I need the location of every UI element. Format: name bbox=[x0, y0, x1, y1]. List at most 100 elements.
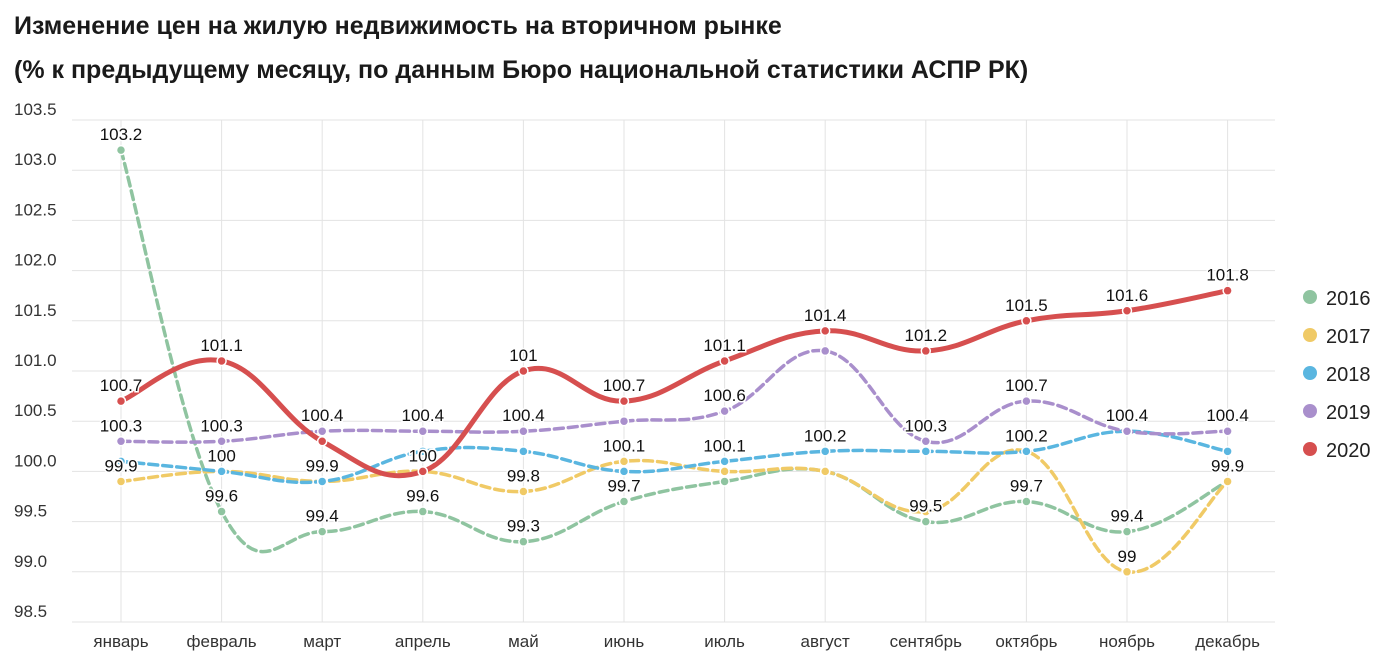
data-label-2017: 99.8 bbox=[507, 466, 540, 485]
data-point-2019 bbox=[819, 345, 831, 357]
data-point-2016 bbox=[115, 144, 127, 156]
data-point-2019 bbox=[216, 436, 227, 447]
series-line-2016 bbox=[119, 148, 1230, 554]
data-point-2019 bbox=[618, 415, 630, 427]
series-lines bbox=[118, 148, 1231, 574]
data-label-2019: 100.3 bbox=[200, 416, 243, 435]
data-point-2016 bbox=[618, 496, 630, 507]
x-tick-label: декабрь bbox=[1195, 632, 1260, 651]
data-label-2019: 100.3 bbox=[100, 416, 143, 435]
data-point-2016 bbox=[216, 506, 227, 517]
data-label-2019: 100.7 bbox=[1005, 376, 1048, 395]
data-label-2020: 101.8 bbox=[1206, 266, 1249, 285]
data-point-2020 bbox=[417, 466, 429, 477]
y-tick-label: 99.5 bbox=[14, 502, 47, 521]
data-point-2016 bbox=[719, 476, 730, 487]
data-label-2016: 99.7 bbox=[1010, 477, 1043, 496]
x-tick-label: январь bbox=[93, 632, 148, 651]
y-tick-label: 101.5 bbox=[14, 301, 57, 320]
data-label-2016: 99.4 bbox=[306, 507, 339, 526]
y-tick-label: 103.0 bbox=[14, 150, 57, 169]
x-tick-label: октябрь bbox=[995, 632, 1057, 651]
y-tick-label: 102.5 bbox=[14, 200, 57, 219]
data-point-2018 bbox=[819, 446, 831, 457]
data-point-2018 bbox=[920, 446, 932, 457]
legend-marker-2016 bbox=[1303, 290, 1317, 304]
y-tick-label: 100.0 bbox=[14, 451, 57, 470]
data-point-2019 bbox=[1121, 425, 1133, 437]
data-label-2016: 99.5 bbox=[909, 497, 942, 516]
data-label-2018: 100 bbox=[207, 446, 235, 465]
legend-marker-2018 bbox=[1303, 366, 1317, 380]
x-tick-label: август bbox=[801, 632, 850, 651]
data-label-2019: 100.4 bbox=[1106, 406, 1149, 425]
data-label-2018: 100.2 bbox=[1005, 426, 1048, 445]
data-point-2017 bbox=[719, 466, 730, 477]
data-point-2016 bbox=[1021, 496, 1032, 507]
y-tick-label: 98.5 bbox=[14, 602, 47, 621]
data-point-2020 bbox=[819, 325, 831, 337]
data-point-2018 bbox=[618, 466, 630, 477]
data-point-2020 bbox=[719, 355, 730, 367]
data-point-2018 bbox=[216, 466, 227, 477]
legend-label-2016: 2016 bbox=[1326, 288, 1371, 310]
data-point-2016 bbox=[1121, 526, 1133, 537]
data-label-2020: 101.2 bbox=[905, 326, 948, 345]
data-label-2017: 99 bbox=[1118, 547, 1137, 566]
data-point-2020 bbox=[920, 345, 932, 357]
data-label-2020: 101.4 bbox=[804, 306, 847, 325]
data-point-2016 bbox=[316, 526, 328, 537]
data-label-2018: 100.2 bbox=[804, 426, 847, 445]
chart-title-line2: (% к предыдущему месяцу, по данным Бюро … bbox=[14, 56, 1029, 84]
y-tick-label: 102.0 bbox=[14, 251, 57, 270]
x-tick-label: апрель bbox=[395, 632, 451, 651]
data-point-2019 bbox=[518, 425, 529, 437]
data-label-2018: 99.9 bbox=[306, 456, 339, 475]
data-point-2017 bbox=[1222, 476, 1233, 487]
x-tick-label: май bbox=[508, 632, 539, 651]
data-label-2018: 100.1 bbox=[703, 436, 746, 455]
x-tick-label: сентябрь bbox=[890, 632, 963, 651]
data-point-2019 bbox=[719, 405, 730, 417]
data-point-2018 bbox=[719, 456, 730, 467]
x-tick-label: ноябрь bbox=[1099, 632, 1155, 651]
data-point-2018 bbox=[1021, 446, 1032, 457]
data-point-2017 bbox=[920, 506, 932, 517]
data-point-2018 bbox=[1222, 446, 1233, 457]
x-tick-label: июнь bbox=[604, 632, 645, 651]
y-axis-ticks: 98.5 99.0 99.5 100.0 100.5 101.0 101.5 102.0 102… bbox=[14, 100, 57, 621]
data-label-2020: 100.7 bbox=[100, 376, 143, 395]
data-point-2018 bbox=[115, 456, 127, 467]
x-axis-ticks: январь февраль март апрель май июнь июль август… bbox=[93, 632, 1260, 651]
data-label-2016: 103.2 bbox=[100, 125, 143, 144]
legend-label-2020: 2020 bbox=[1326, 440, 1371, 462]
data-label-2016: 99.3 bbox=[507, 517, 540, 536]
data-label-2016: 99.9 bbox=[1211, 456, 1244, 475]
data-point-2018 bbox=[518, 446, 529, 457]
data-point-2017 bbox=[618, 456, 630, 467]
legend-marker-2019 bbox=[1303, 404, 1317, 418]
data-label-2019: 100.4 bbox=[301, 406, 344, 425]
data-label-2019: 100.4 bbox=[502, 406, 545, 425]
data-point-2020 bbox=[1121, 305, 1133, 317]
data-label-2019: 100.6 bbox=[703, 386, 746, 405]
data-label-2020: 101.6 bbox=[1106, 286, 1149, 305]
data-label-2016: 99.4 bbox=[1110, 507, 1143, 526]
legend-marker-2020 bbox=[1303, 442, 1317, 456]
series-line-2019 bbox=[119, 348, 1230, 445]
data-point-2020 bbox=[518, 365, 529, 377]
legend-marker-2017 bbox=[1303, 328, 1317, 342]
data-point-2020 bbox=[1021, 315, 1032, 327]
data-point-2019 bbox=[316, 425, 328, 437]
data-label-2019: 100.3 bbox=[905, 416, 948, 435]
grid-lines bbox=[72, 119, 1275, 623]
data-label-2016: 99.6 bbox=[406, 487, 439, 506]
data-label-2020: 101.5 bbox=[1005, 296, 1048, 315]
data-point-2020 bbox=[216, 355, 227, 367]
data-point-2019 bbox=[920, 436, 932, 447]
legend: 2016 2017 2018 2019 2020 bbox=[1303, 288, 1371, 462]
y-tick-label: 99.0 bbox=[14, 552, 47, 571]
x-tick-label: февраль bbox=[187, 632, 257, 651]
data-point-2020 bbox=[115, 395, 127, 407]
